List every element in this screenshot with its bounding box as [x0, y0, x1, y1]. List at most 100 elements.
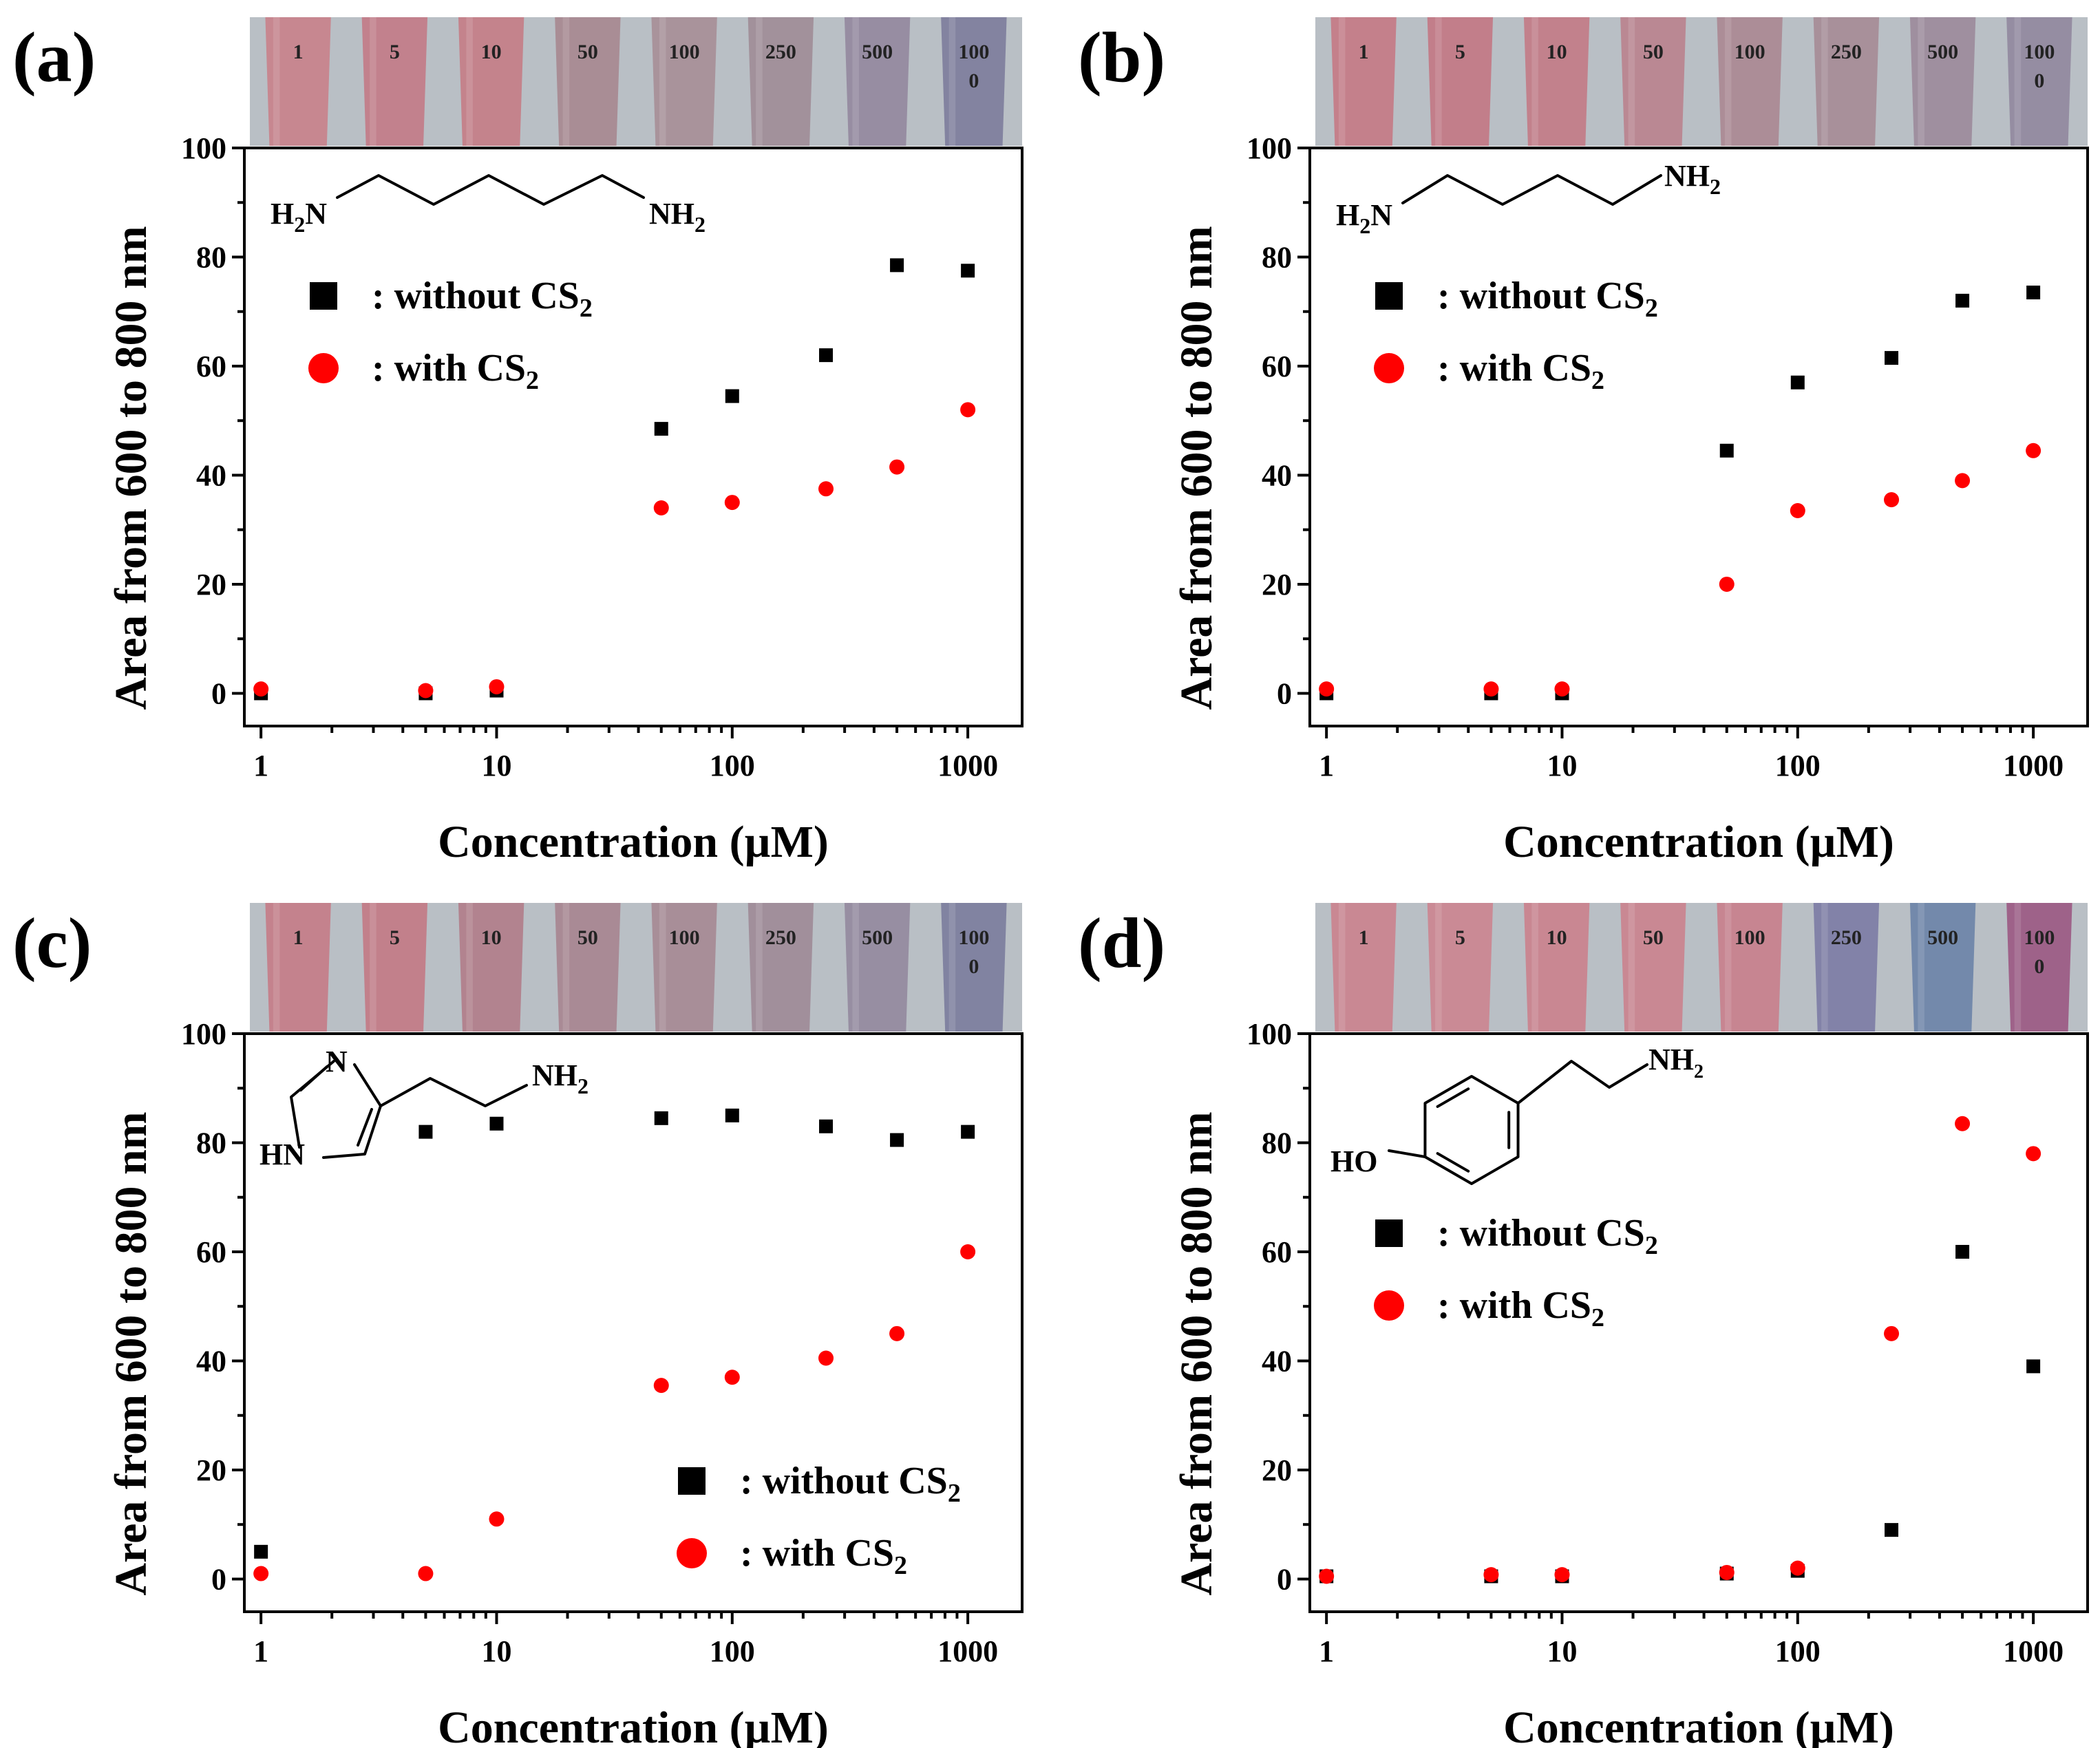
legend: : without CS2 : with CS2	[1374, 1212, 1658, 1332]
panel-label: (b)	[1078, 18, 1165, 97]
amine-left-sub: 2	[294, 212, 305, 237]
legend-label-without-main: : without CS	[1437, 1212, 1645, 1255]
hydroxyl-bond	[1388, 1149, 1427, 1158]
point-with	[418, 1566, 434, 1581]
plot-frame	[1308, 147, 2089, 727]
x-tick-label: 100	[1775, 1634, 1821, 1668]
tube-highlight	[1918, 903, 1924, 1032]
tube-label: 500	[862, 41, 893, 63]
tube-label-line2: 0	[968, 955, 979, 978]
point-without	[725, 1108, 739, 1122]
sample-tube	[1523, 903, 1590, 1032]
tube-label: 50	[1643, 926, 1664, 949]
y-axis-title: Area from 600 to 800 nm	[1171, 226, 1222, 710]
point-with	[489, 1511, 505, 1527]
sample-tube	[1620, 17, 1686, 146]
point-with	[1719, 576, 1735, 592]
tube-highlight	[659, 903, 666, 1032]
tube-label: 100	[958, 41, 989, 63]
imidazole-double-bond	[299, 1065, 328, 1091]
y-tick-label: 0	[1277, 1562, 1292, 1596]
tube-label: 1	[1359, 41, 1369, 63]
panel-label: (c)	[12, 904, 92, 983]
legend-marker-without	[678, 1467, 706, 1495]
legend-label-without-main: : without CS	[740, 1460, 948, 1502]
legend-marker-with	[308, 353, 339, 383]
x-tick-label: 1000	[2003, 749, 2064, 782]
sample-tube	[1330, 903, 1397, 1032]
point-without	[1790, 375, 1805, 390]
legend-label-with: : with CS2	[740, 1532, 907, 1580]
legend-marker-with	[677, 1538, 707, 1568]
sample-tube	[361, 17, 428, 146]
tube-label: 100	[2024, 926, 2055, 949]
legend-label-without-sub: 2	[580, 294, 593, 323]
point-without	[1955, 1244, 1970, 1259]
amine-right: NH2	[649, 197, 706, 237]
sample-tube	[2006, 17, 2072, 146]
x-tick-label: 10	[1547, 749, 1577, 782]
y-axis-title: Area from 600 to 800 nm	[106, 226, 156, 710]
tube-label: 1	[293, 41, 304, 63]
y-tick-label: 80	[196, 240, 226, 274]
legend-label-with-main: : with CS	[1437, 1284, 1591, 1327]
tube-highlight	[1531, 17, 1538, 146]
sample-tube	[555, 903, 621, 1032]
point-with	[2026, 1146, 2041, 1162]
legend-label-with-sub: 2	[526, 366, 539, 395]
tube-highlight	[756, 903, 763, 1032]
tube-label: 250	[1831, 41, 1862, 63]
legend-label-without-sub: 2	[948, 1479, 961, 1508]
tube-label-line2: 0	[2034, 955, 2044, 978]
tube-label: 500	[1927, 926, 1958, 949]
panel-label: (d)	[1078, 904, 1165, 983]
legend-label-with-main: : with CS	[372, 347, 526, 390]
sample-tube	[1909, 17, 1976, 146]
amine-left-suffix: N	[305, 197, 327, 231]
legend-marker-with	[1374, 1290, 1404, 1321]
y-tick-label: 80	[1262, 240, 1292, 274]
y-tick-label: 20	[196, 568, 226, 601]
point-with	[1483, 1567, 1499, 1583]
sample-tube	[844, 17, 911, 146]
sample-tube	[458, 17, 524, 146]
point-with	[1483, 681, 1499, 697]
legend-marker-without	[1375, 1219, 1403, 1247]
point-without	[654, 1111, 668, 1125]
sample-tube	[555, 17, 621, 146]
sample-tube	[1427, 17, 1494, 146]
x-axis-title: Concentration (µM)	[438, 817, 829, 867]
ring-nitrogen: N	[326, 1045, 348, 1078]
tube-label-line2: 0	[968, 70, 979, 92]
x-axis-title: Concentration (µM)	[1503, 1703, 1894, 1748]
legend-label-with: : with CS2	[372, 347, 539, 395]
tube-label: 10	[481, 926, 502, 949]
sample-tube	[1427, 903, 1494, 1032]
legend-label-without: : without CS2	[1437, 1212, 1658, 1260]
legend-label-with: : with CS2	[1437, 1284, 1604, 1332]
tube-label: 250	[1831, 926, 1862, 949]
point-with	[418, 683, 434, 699]
tube-label: 100	[958, 926, 989, 949]
legend-label-without: : without CS2	[740, 1460, 961, 1508]
plot-frame	[1308, 1032, 2089, 1613]
point-with	[2026, 443, 2041, 458]
point-with	[960, 1244, 976, 1259]
y-tick-label: 20	[1262, 1453, 1292, 1487]
tube-highlight	[948, 17, 956, 146]
amine-left-main: H	[1336, 198, 1359, 232]
ethyl-chain	[1516, 1060, 1648, 1105]
tube-highlight	[1338, 903, 1346, 1032]
tube-highlight	[852, 17, 859, 146]
amine-right: NH2	[1664, 159, 1721, 199]
point-without	[961, 264, 975, 278]
y-tick-label: 0	[1277, 676, 1292, 710]
carbon-chain	[336, 174, 645, 206]
y-tick-label: 60	[196, 1235, 226, 1269]
sample-tube	[1909, 903, 1976, 1032]
y-tick-label: 100	[181, 131, 226, 165]
imidazole-double-bond	[357, 1108, 373, 1147]
legend-label-without-sub: 2	[1645, 294, 1658, 323]
